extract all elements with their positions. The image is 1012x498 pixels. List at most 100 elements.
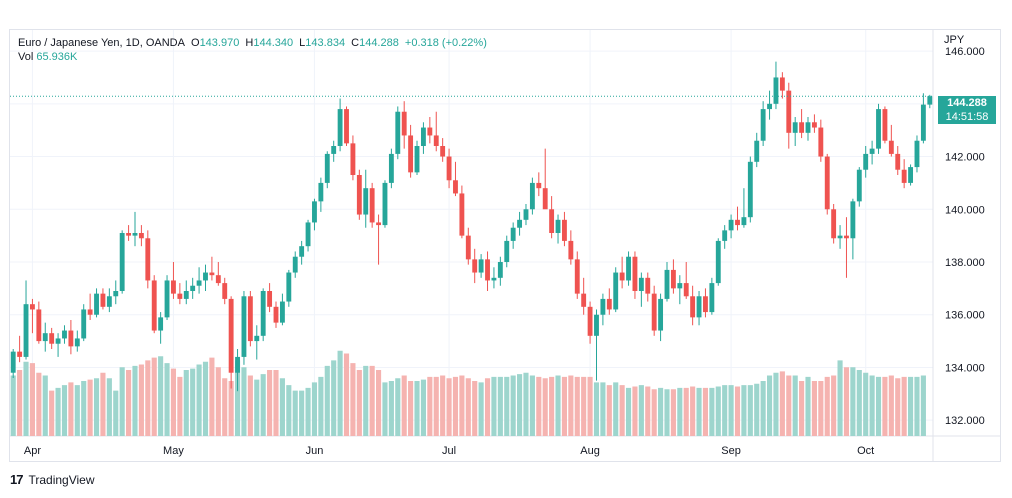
volume-bar: [760, 381, 766, 436]
volume-bar: [664, 389, 670, 436]
candle-body: [312, 201, 317, 223]
volume-bar: [420, 379, 426, 436]
volume-bar: [100, 372, 106, 436]
volume-bar: [401, 375, 407, 436]
symbol-name[interactable]: Euro / Japanese Yen, 1D, OANDA: [18, 37, 185, 49]
candle-body: [824, 156, 830, 210]
candle-body: [517, 219, 523, 228]
volume-bar: [331, 360, 337, 436]
candle-body: [779, 77, 785, 91]
candle-body: [23, 304, 29, 357]
candle-body: [369, 188, 375, 223]
price-tick-label: 146.000: [945, 46, 985, 58]
volume-bar: [196, 364, 202, 436]
volume-bar: [10, 375, 16, 436]
candle-body: [703, 296, 708, 313]
candle-body: [786, 90, 792, 133]
candle-body: [562, 219, 567, 241]
candle-body: [158, 317, 164, 331]
tradingview-brand[interactable]: 17 TradingView: [10, 472, 95, 487]
candle-body: [645, 277, 651, 294]
volume-bar: [568, 375, 574, 436]
volume-bar: [792, 375, 798, 436]
candle-body: [594, 314, 599, 336]
close-value: 144.288: [359, 37, 399, 49]
volume-bar: [734, 386, 741, 436]
volume-bar: [613, 382, 619, 436]
volume-bar: [215, 367, 221, 436]
volume-bar: [433, 376, 439, 436]
volume-bar: [478, 382, 484, 436]
candle-body: [728, 219, 734, 231]
volume-bar: [805, 376, 811, 436]
volume-bar: [81, 381, 87, 436]
candle-body: [164, 280, 170, 318]
volume-bar: [61, 385, 68, 436]
candle-body: [715, 240, 721, 284]
candle-body: [363, 188, 369, 215]
volume-bar: [209, 357, 215, 436]
volume-legend: Vol 65.936K: [18, 51, 77, 63]
volume-bar: [690, 386, 696, 436]
candle-body: [767, 103, 772, 110]
volume-bar: [491, 376, 497, 436]
candle-body: [138, 233, 144, 239]
volume-bar: [183, 370, 189, 436]
candle-body: [151, 280, 157, 331]
volume-bar: [677, 387, 683, 436]
volume-bar: [93, 378, 100, 436]
time-axis[interactable]: Apr May Jun Jul Aug Sep Oct: [24, 445, 874, 457]
candle-body: [126, 233, 132, 236]
candle-body: [344, 109, 349, 144]
volume-bar: [151, 357, 157, 436]
volume-bar: [754, 383, 760, 436]
candle-body: [792, 122, 798, 133]
candle-body: [863, 153, 869, 170]
candle-body: [119, 233, 125, 291]
volume-bar: [869, 375, 875, 436]
volume-bar: [228, 381, 234, 436]
candle-body: [401, 111, 407, 136]
volume-bar: [158, 356, 164, 436]
candle-body: [183, 291, 189, 299]
candle-body: [504, 240, 510, 262]
volume-bar: [279, 378, 285, 436]
candle-body: [831, 209, 837, 239]
volume-bar: [363, 365, 369, 436]
volume-bar: [55, 387, 61, 436]
candle-body: [279, 301, 285, 323]
volume-bar: [286, 385, 292, 436]
candle-body: [651, 293, 657, 331]
candle-body: [87, 309, 93, 315]
volume-bar: [619, 385, 625, 436]
candle-body: [376, 222, 381, 226]
candle-body: [773, 77, 779, 104]
volume-bar: [766, 375, 773, 436]
candle-body: [869, 148, 875, 154]
price-tick-label: 132.000: [945, 415, 985, 427]
candle-body: [722, 230, 728, 241]
volume-bar: [600, 382, 606, 436]
volume-bar: [42, 375, 48, 436]
candle-body: [696, 296, 702, 318]
candle-body: [465, 235, 471, 260]
volume-bar: [106, 378, 112, 436]
candle-body: [318, 182, 324, 202]
price-tick-label: 140.000: [945, 204, 985, 216]
candle-body: [49, 333, 55, 344]
candle-body: [62, 330, 67, 339]
volume-bar: [773, 372, 779, 436]
candle-body: [209, 272, 215, 276]
volume-value: 65.936K: [36, 51, 78, 63]
volume-label[interactable]: Vol: [18, 51, 34, 63]
volume-bar: [311, 382, 318, 436]
volume-bar: [593, 382, 600, 436]
candle-body: [472, 259, 478, 273]
currency-unit[interactable]: JPY: [944, 34, 965, 46]
change-value: +0.318 (+0.22%): [404, 37, 487, 49]
volume-bar: [292, 390, 298, 436]
volume-bar: [606, 385, 612, 436]
volume-bar: [408, 381, 414, 436]
volume-bar: [343, 353, 350, 436]
